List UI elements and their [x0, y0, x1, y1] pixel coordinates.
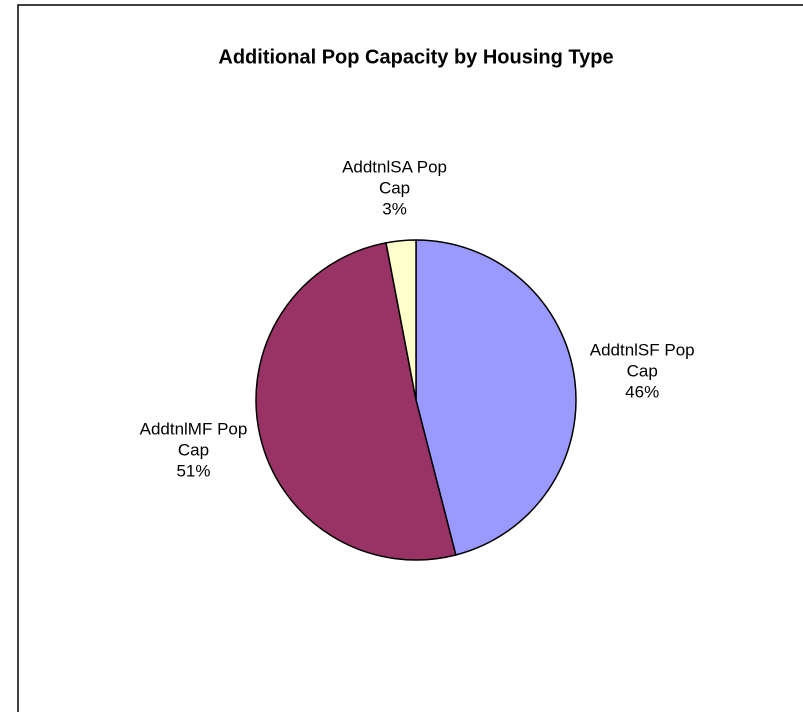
pie-slice: [385, 239, 417, 401]
slice-value-label: 3%: [382, 199, 407, 219]
slice-value-label: 51%: [176, 461, 211, 481]
chart-title: Additional Pop Capacity by Housing Type: [218, 46, 613, 68]
slice-label: AddtnlSA Pop Cap 3%: [340, 157, 450, 220]
slice-category: AddtnlSA Pop Cap: [342, 157, 447, 198]
slice-label: AddtnlSF Pop Cap 46%: [587, 340, 697, 403]
slice-category: AddtnlSF Pop Cap: [589, 340, 695, 381]
slice-label: AddtnlMF Pop Cap 51%: [138, 418, 248, 481]
slice-category: AddtnlMF Pop Cap: [139, 419, 248, 460]
pie-slice: [415, 239, 577, 556]
slice-value-label: 46%: [625, 382, 660, 402]
pie-slice: [255, 241, 457, 561]
